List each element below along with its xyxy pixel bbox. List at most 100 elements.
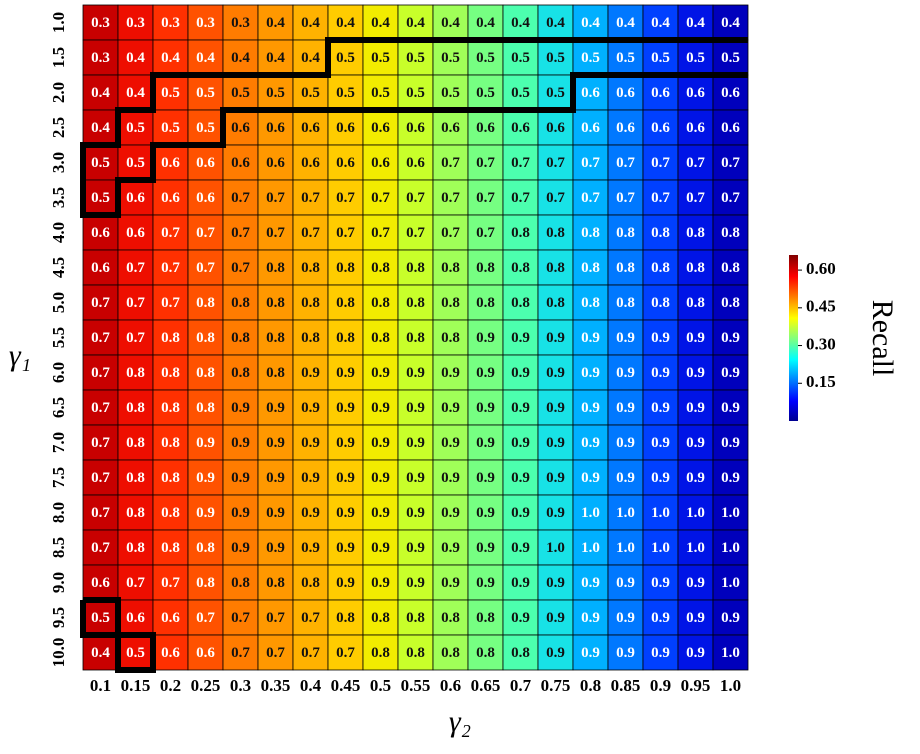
cell xyxy=(642,354,679,391)
cell xyxy=(82,424,119,461)
cell xyxy=(537,529,574,566)
cell-label: 0.7 xyxy=(126,575,145,591)
cell-label: 0.7 xyxy=(91,470,110,486)
cell-label: 0.5 xyxy=(476,50,495,66)
cell-label: 1.0 xyxy=(721,540,740,556)
cell xyxy=(222,459,259,496)
cell-label: 0.8 xyxy=(441,610,460,626)
cell xyxy=(222,214,259,251)
cell xyxy=(432,529,469,566)
cell-label: 0.7 xyxy=(686,155,705,171)
cell xyxy=(362,74,399,111)
cell-label: 0.9 xyxy=(336,400,355,416)
outline-bottom xyxy=(80,597,156,673)
cell-label: 0.7 xyxy=(336,225,355,241)
cell xyxy=(677,599,714,636)
cell xyxy=(222,634,259,671)
cell-label: 0.8 xyxy=(476,295,495,311)
cell xyxy=(187,109,224,146)
cell xyxy=(362,389,399,426)
cell-label: 0.7 xyxy=(231,610,250,626)
cell-label: 0.5 xyxy=(721,50,740,66)
cell-label: 0.7 xyxy=(161,260,180,276)
cell-label: 0.3 xyxy=(161,15,180,31)
cell-label: 0.8 xyxy=(546,260,565,276)
cell-label: 0.3 xyxy=(91,15,110,31)
cell-label: 0.7 xyxy=(91,435,110,451)
cell xyxy=(712,599,749,636)
cell xyxy=(642,599,679,636)
cell xyxy=(187,74,224,111)
cell xyxy=(502,74,539,111)
cell xyxy=(397,634,434,671)
cell-label: 0.9 xyxy=(721,610,740,626)
cell-label: 0.6 xyxy=(161,610,180,626)
cell-label: 0.6 xyxy=(441,120,460,136)
cell xyxy=(222,319,259,356)
cell-label: 0.7 xyxy=(476,225,495,241)
cell-label: 0.7 xyxy=(511,190,530,206)
cell-label: 0.7 xyxy=(161,575,180,591)
cell xyxy=(187,284,224,321)
cell-label: 0.9 xyxy=(546,610,565,626)
cell-label: 0.5 xyxy=(336,85,355,101)
cell xyxy=(572,249,609,286)
x-tick-label: 0.25 xyxy=(191,676,221,695)
cell xyxy=(327,39,364,76)
cell-label: 1.0 xyxy=(581,505,600,521)
y-tick-label: 5.0 xyxy=(49,292,68,313)
cell-label: 0.9 xyxy=(511,330,530,346)
cell xyxy=(467,4,504,41)
cell xyxy=(537,564,574,601)
cell xyxy=(572,634,609,671)
cell-label: 0.9 xyxy=(266,435,285,451)
cell xyxy=(677,4,714,41)
cell xyxy=(677,214,714,251)
cell-label: 0.8 xyxy=(406,330,425,346)
cell-label: 1.0 xyxy=(546,540,565,556)
cell-label: 0.6 xyxy=(371,155,390,171)
x-tick-label: 0.55 xyxy=(401,676,431,695)
cell-label: 0.9 xyxy=(511,365,530,381)
cell-label: 0.7 xyxy=(546,190,565,206)
cell-label: 0.7 xyxy=(301,225,320,241)
cell-label: 0.6 xyxy=(651,120,670,136)
x-tick-label: 0.8 xyxy=(580,676,601,695)
x-tick-label: 0.4 xyxy=(300,676,322,695)
cell-label: 0.7 xyxy=(406,225,425,241)
cell xyxy=(187,599,224,636)
cell xyxy=(362,109,399,146)
cell-label: 0.8 xyxy=(721,225,740,241)
cell-label: 0.9 xyxy=(476,540,495,556)
cell xyxy=(467,249,504,286)
cell xyxy=(257,214,294,251)
cell xyxy=(432,144,469,181)
cell-label: 0.9 xyxy=(581,610,600,626)
cell-label: 0.9 xyxy=(371,470,390,486)
cell xyxy=(537,634,574,671)
y-axis-label: γ₁ xyxy=(9,339,31,372)
cell xyxy=(327,389,364,426)
cell-label: 0.5 xyxy=(546,50,565,66)
cell xyxy=(117,4,154,41)
cell-label: 0.8 xyxy=(196,330,215,346)
cell xyxy=(432,109,469,146)
cell xyxy=(467,564,504,601)
cell-label: 0.9 xyxy=(721,435,740,451)
cell xyxy=(677,494,714,531)
cell-label: 0.5 xyxy=(196,85,215,101)
outline-top xyxy=(80,37,748,218)
cell-label: 0.9 xyxy=(581,400,600,416)
cell-label: 0.9 xyxy=(336,470,355,486)
cell-label: 0.9 xyxy=(476,575,495,591)
cell xyxy=(187,424,224,461)
cell xyxy=(117,389,154,426)
cell-label: 0.8 xyxy=(161,470,180,486)
cell-label: 0.6 xyxy=(546,120,565,136)
cell-label: 0.8 xyxy=(196,295,215,311)
cell-label: 0.9 xyxy=(581,365,600,381)
cell-label: 0.9 xyxy=(406,540,425,556)
cell xyxy=(187,214,224,251)
cell-label: 0.4 xyxy=(371,15,390,31)
cell-label: 0.4 xyxy=(406,15,425,31)
